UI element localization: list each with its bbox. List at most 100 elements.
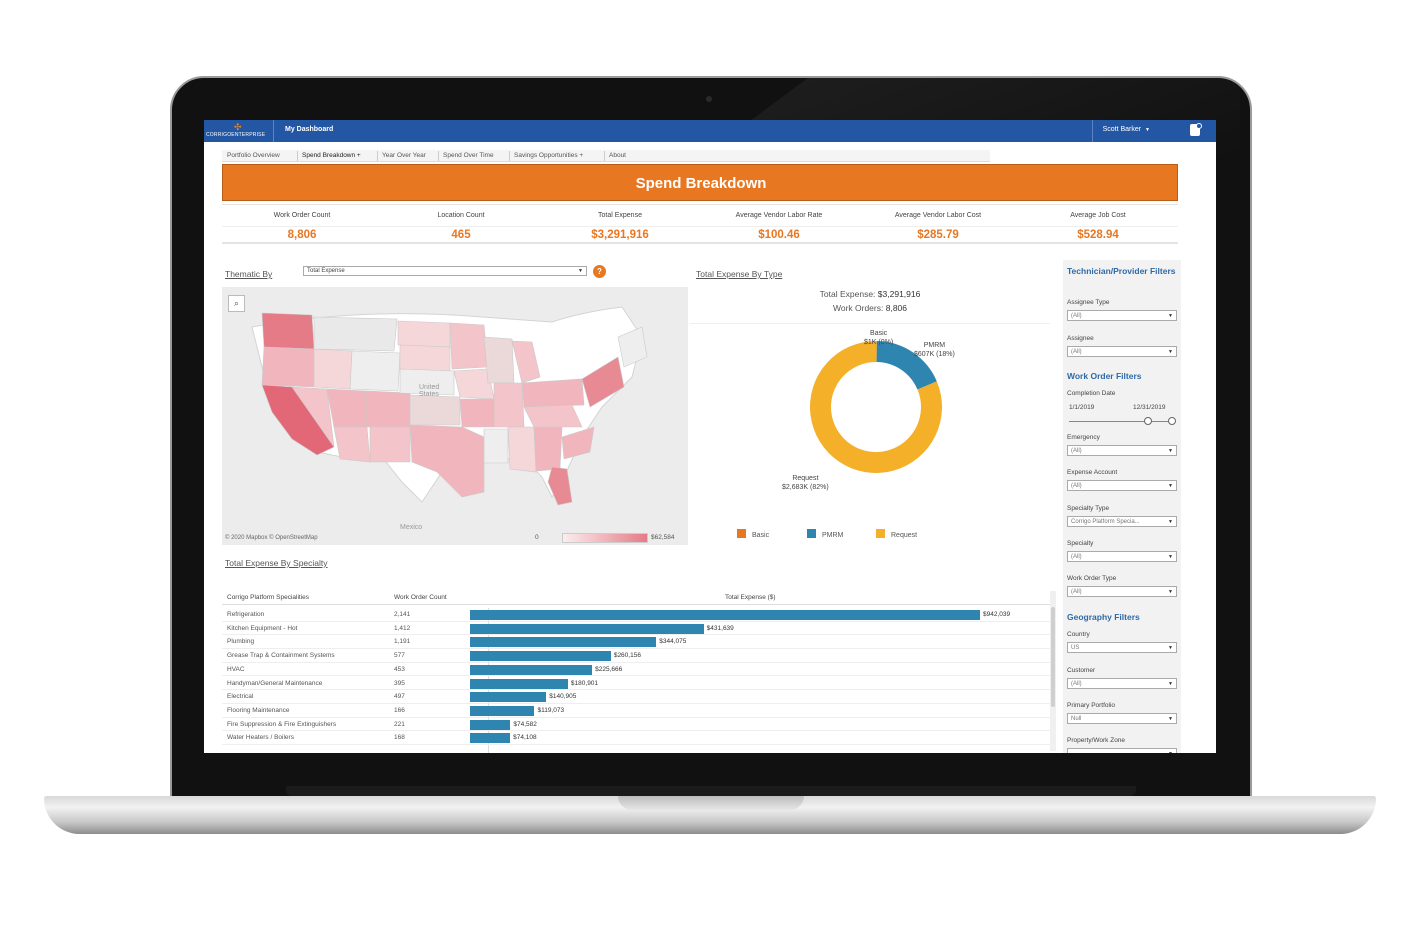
donut-slice-request[interactable] [810,341,942,473]
expense-bar[interactable] [470,623,704,634]
expense-bar-label: $260,156 [613,652,641,660]
legend-swatch [876,529,885,538]
expense-bar-label: $140,905 [549,693,577,701]
expense-bar[interactable] [470,637,657,648]
state-region [399,368,455,396]
map-legend-max: $62,584 [651,534,675,541]
work-order-type-select[interactable]: (All) ▼ [1067,586,1177,597]
nav-my-dashboard[interactable]: My Dashboard [285,126,334,133]
assignee-type-select[interactable]: (All) ▼ [1067,310,1177,321]
legend-label: Basic [752,532,770,539]
table-row[interactable]: Water Heaters / Boilers 168 $74,108 [222,731,1050,745]
table-row[interactable]: Kitchen Equipment - Hot 1,412 $431,639 [222,622,1050,636]
work-zone-select[interactable]: ▼ [1067,748,1177,753]
state-region [313,316,398,352]
state-region [493,382,525,428]
specialty-select[interactable]: (All) ▼ [1067,551,1177,562]
legend-item-request[interactable]: Request [876,529,917,539]
chevron-down-icon: ▼ [1168,589,1173,595]
filters-panel: Technician/Provider Filters Assignee Typ… [1063,260,1181,753]
tab-year-over-year[interactable]: Year Over Year [382,152,426,159]
chevron-down-icon: ▼ [1168,519,1173,525]
kpi-strip: Work Order Count 8,806 Location Count 46… [222,204,1178,244]
assignee-select[interactable]: (All) ▼ [1067,346,1177,357]
state-region [409,394,461,426]
kpi-label: Average Vendor Labor Cost [894,212,982,219]
kpi-value: $3,291,916 [591,229,649,241]
expense-bar[interactable] [470,692,547,703]
tab-savings-opportunities[interactable]: Savings Opportunities + [514,152,584,159]
logo-mark-icon: ✣ [234,122,242,132]
chevron-down-icon: ▼ [1168,349,1173,355]
state-region [261,312,315,350]
expense-bar[interactable] [470,651,611,662]
tab-portfolio-overview[interactable]: Portfolio Overview [227,152,280,159]
customer-select[interactable]: (All) ▼ [1067,678,1177,689]
table-row[interactable]: Refrigeration 2,141 $942,039 [222,608,1050,622]
table-row[interactable]: Electrical 497 $140,905 [222,690,1050,704]
expense-by-type-chart: Total Expense: $3,291,916 Work Orders: 8… [690,265,1050,550]
tab-spend-over-time[interactable]: Spend Over Time [443,152,494,159]
tab-spend-breakdown[interactable]: Spend Breakdown + [302,152,361,159]
map-svg [222,287,688,545]
map-search-icon[interactable]: ⌕ [228,295,245,312]
chevron-down-icon: ▼ [1168,681,1173,687]
emergency-select[interactable]: (All) ▼ [1067,445,1177,456]
expense-map[interactable]: ⌕ United States Mexico © 2020 Mapbox © O… [222,287,688,545]
user-menu[interactable]: Scott Barker ▼ [1091,120,1158,142]
expense-bar[interactable] [470,733,511,744]
legend-swatch [737,529,746,538]
donut-divider [690,323,1050,324]
expense-account-select[interactable]: (All) ▼ [1067,480,1177,491]
assignee-type-label: Assignee Type [1067,299,1110,306]
corrigo-logo[interactable]: ✣ CORRIGOENTERPRISE [204,120,274,142]
table-row[interactable]: Flooring Maintenance 166 $119,073 [222,704,1050,718]
country-select[interactable]: US ▼ [1067,642,1177,653]
table-row[interactable]: Handyman/General Maintenance 395 $180,901 [222,677,1050,691]
expense-bar-label: $942,039 [983,611,1011,618]
notification-icon[interactable] [1190,124,1200,136]
kpi-value: $528.94 [1077,229,1119,241]
completion-date-label: Completion Date [1067,390,1116,397]
thematic-select[interactable]: Total Expense ▼ [303,266,587,276]
legend-item-basic[interactable]: Basic [737,529,769,539]
map-label-mexico: Mexico [400,524,423,531]
donut-slice-pmrm[interactable] [876,341,937,390]
state-region [511,340,541,384]
expense-bar-label: $344,075 [659,638,687,646]
table-row[interactable]: Plumbing 1,191 $344,075 [222,635,1050,650]
kpi-label: Average Job Cost [1070,212,1126,219]
date-end: 12/31/2019 [1133,404,1166,411]
state-region [326,388,368,428]
expense-bar[interactable] [470,664,593,675]
kpi-value: $285.79 [917,229,959,241]
table-row[interactable]: Fire Suppression & Fire Extinguishers 221… [222,718,1050,732]
primary-portfolio-select[interactable]: Null ▼ [1067,713,1177,724]
tab-about[interactable]: About [609,152,626,159]
expense-bar[interactable] [470,705,535,716]
state-region [561,426,595,460]
help-icon[interactable]: ? [593,265,606,278]
date-slider-handle-end[interactable] [1168,417,1176,425]
expense-bar[interactable] [470,610,980,620]
expense-bar[interactable] [470,678,568,689]
table-scrollbar-thumb[interactable] [1051,607,1055,707]
col-header-specialty[interactable]: Corrigo Platform Specialities [227,594,310,601]
assignee-value: (All) [1071,349,1082,355]
date-slider-handle-start[interactable] [1144,417,1152,425]
emergency-value: (All) [1071,448,1082,454]
col-header-expense[interactable]: Total Expense ($) [725,594,776,601]
date-slider-track[interactable] [1069,421,1169,422]
legend-item-pmrm[interactable]: PMRM [807,529,843,539]
expense-bar[interactable] [470,719,511,730]
geography-filters-heading: Geography Filters [1067,612,1140,622]
chevron-down-icon: ▼ [1168,554,1173,560]
specialty-name: HVAC [227,665,245,673]
specialty-name: Refrigeration [227,611,265,618]
webcam [706,96,712,102]
col-header-count[interactable]: Work Order Count [394,594,447,601]
table-row[interactable]: HVAC 453 $225,666 [222,663,1050,677]
specialty-type-select[interactable]: Corrigo Platform Specia... ▼ [1067,516,1177,527]
table-row[interactable]: Grease Trap & Containment Systems 577 $260… [222,649,1050,663]
page-banner: Spend Breakdown [222,164,1178,201]
